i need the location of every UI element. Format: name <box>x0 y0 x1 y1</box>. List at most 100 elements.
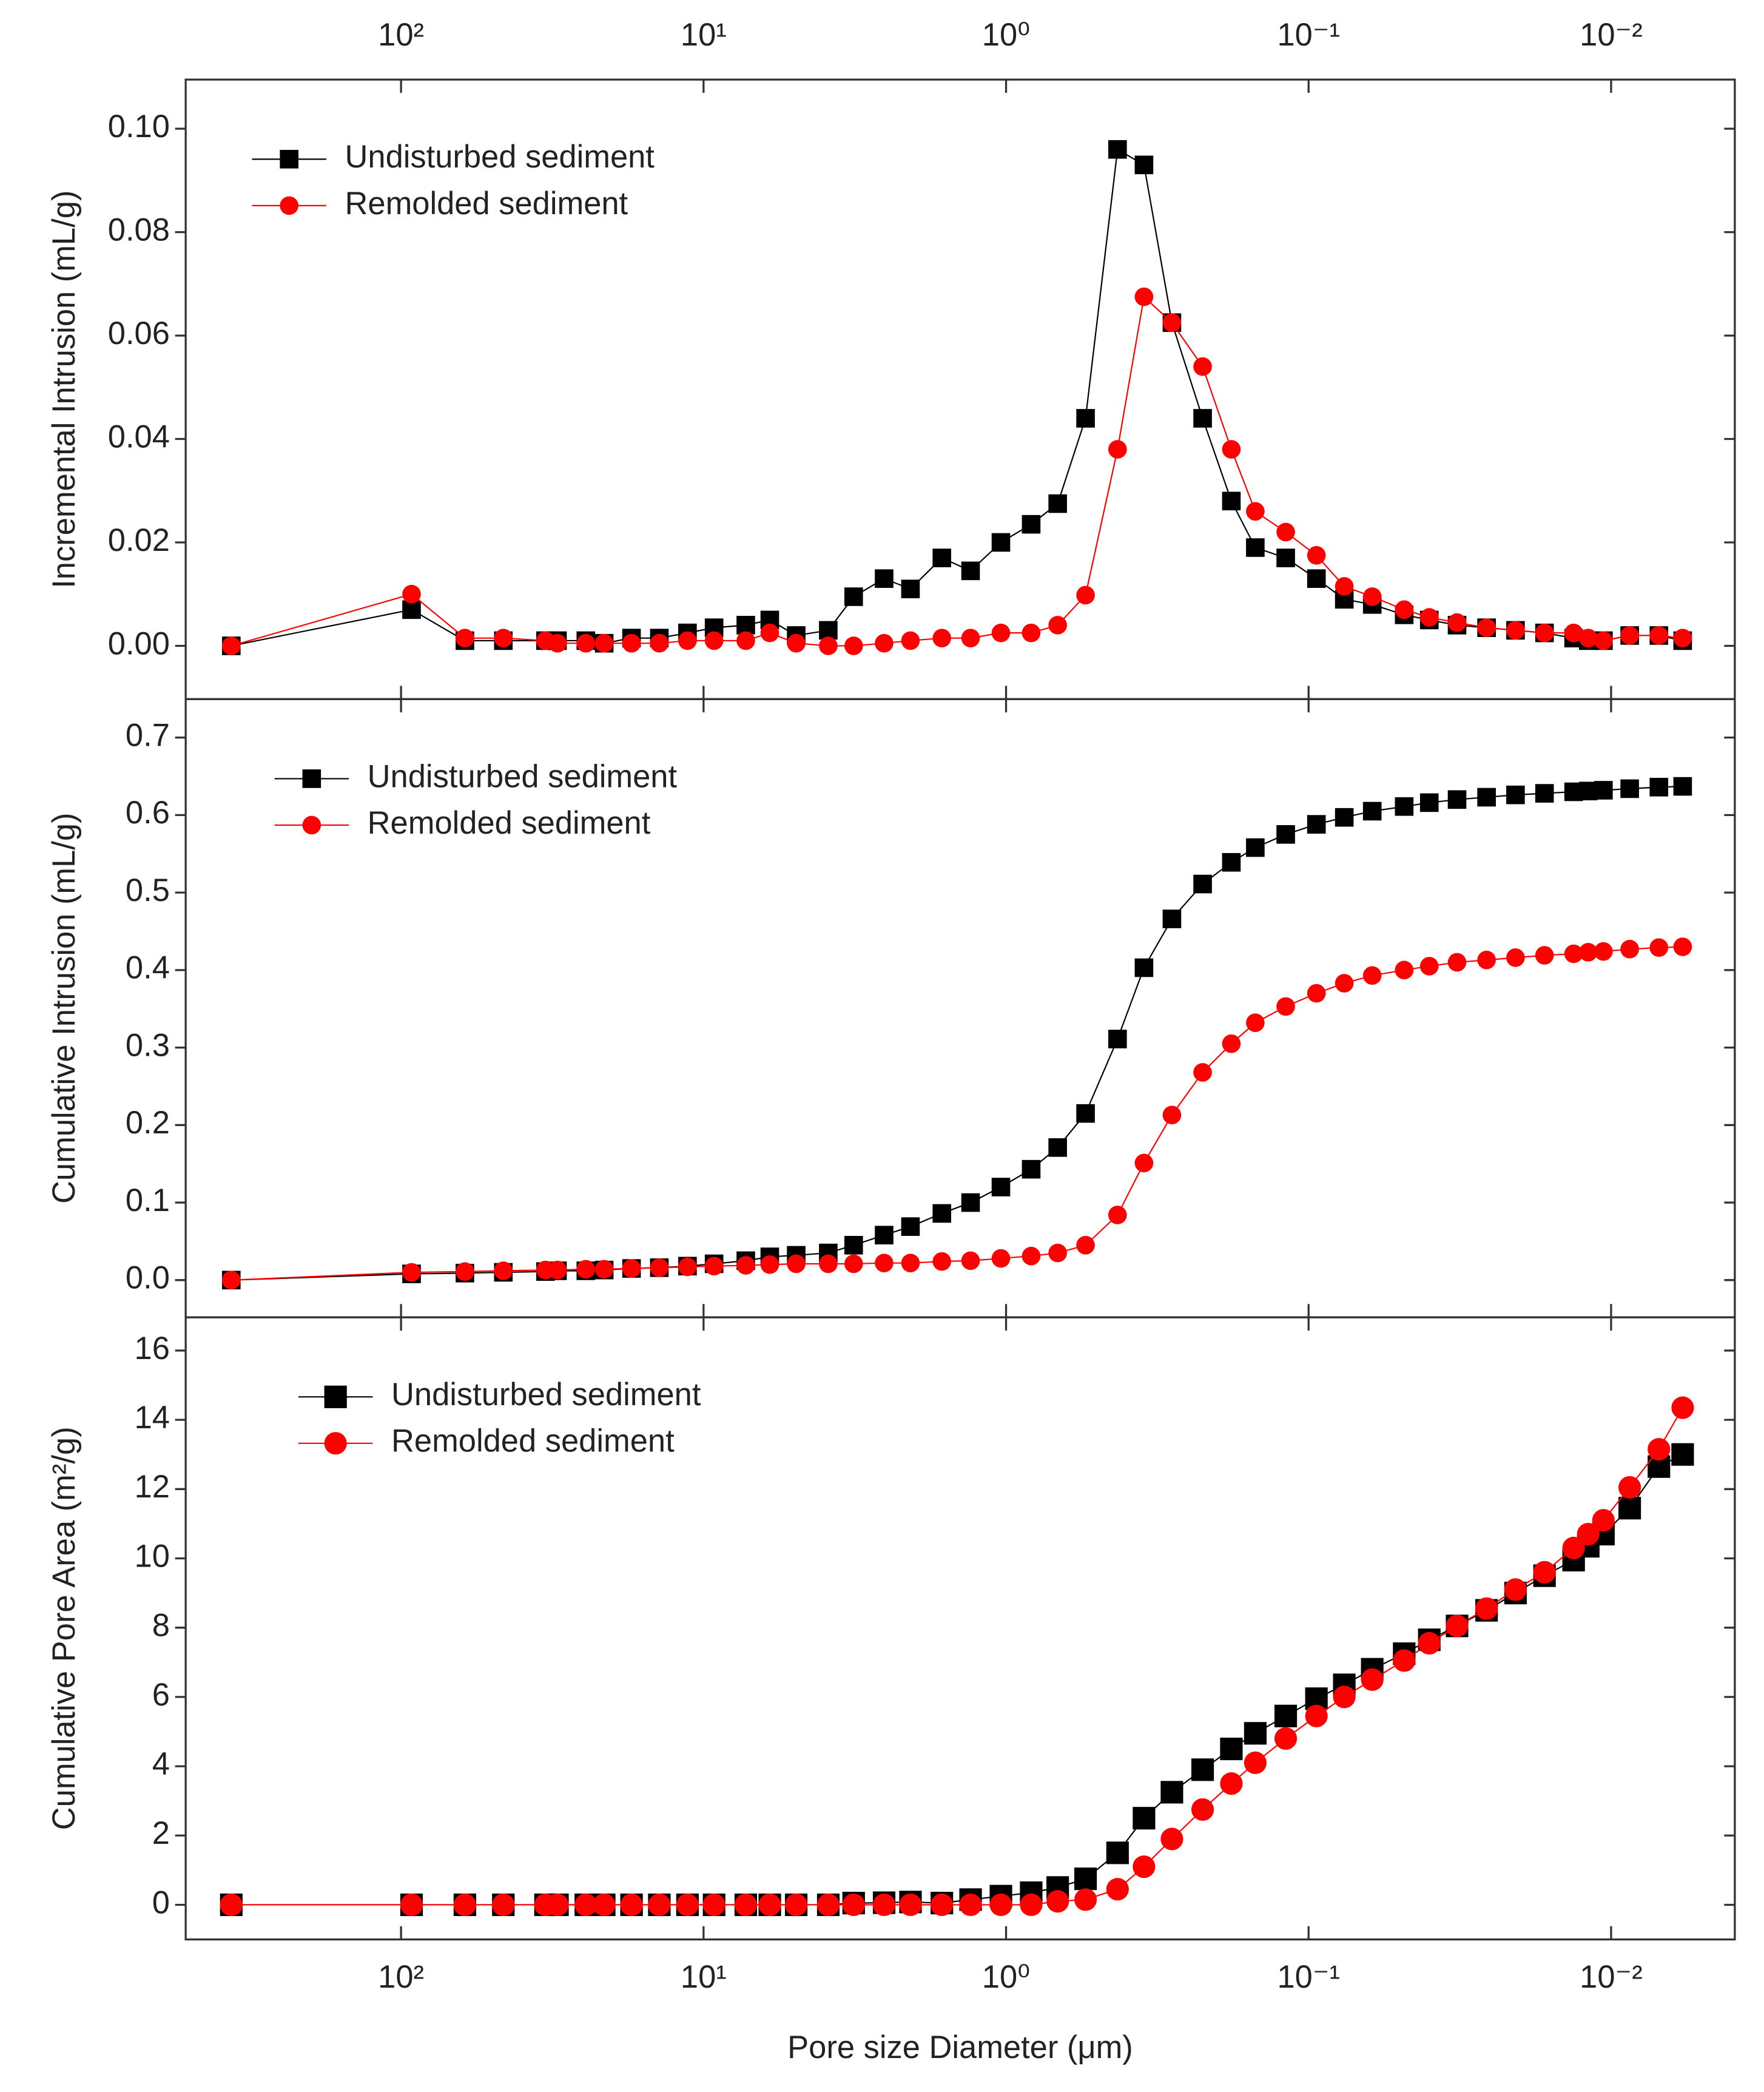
marker <box>1133 1807 1156 1830</box>
marker <box>1362 966 1382 985</box>
marker <box>1649 938 1669 957</box>
marker <box>819 1254 838 1274</box>
marker <box>1419 793 1439 812</box>
marker <box>1220 1737 1243 1761</box>
marker <box>1673 777 1692 796</box>
marker <box>1333 1685 1356 1709</box>
marker <box>1477 788 1496 807</box>
y-tick-label: 10 <box>135 1539 170 1574</box>
marker <box>1222 852 1241 872</box>
y-tick-label: 0.0 <box>126 1261 170 1296</box>
marker <box>1447 790 1467 809</box>
marker <box>1220 1772 1243 1795</box>
marker <box>1022 515 1041 534</box>
marker <box>1620 779 1639 798</box>
marker <box>702 1893 725 1917</box>
legend-marker <box>324 1432 347 1455</box>
marker <box>1276 825 1295 844</box>
marker <box>402 600 421 619</box>
marker <box>842 1893 865 1917</box>
y-tick-label: 16 <box>135 1331 170 1366</box>
marker <box>1618 1497 1641 1520</box>
marker <box>1020 1893 1043 1917</box>
x-tick-label-top: 10⁰ <box>982 18 1030 53</box>
marker <box>1592 1509 1615 1532</box>
marker <box>736 1256 755 1275</box>
marker <box>622 633 641 653</box>
marker <box>1274 1727 1298 1750</box>
legend-marker <box>302 815 321 835</box>
marker <box>1022 1246 1041 1266</box>
marker <box>1222 1034 1241 1053</box>
marker <box>594 633 614 653</box>
x-tick-label-top: 10² <box>378 18 424 53</box>
marker <box>1160 1781 1183 1804</box>
marker <box>959 1893 982 1917</box>
marker <box>875 633 894 653</box>
x-tick-label-top: 10¹ <box>681 18 727 53</box>
marker <box>453 1893 476 1917</box>
legend-marker <box>280 150 298 169</box>
marker <box>736 616 755 635</box>
marker <box>678 631 697 650</box>
marker <box>1506 621 1525 640</box>
marker <box>1535 623 1554 643</box>
marker <box>1106 1841 1129 1864</box>
marker <box>875 1254 894 1273</box>
marker <box>961 561 980 581</box>
marker <box>901 579 920 599</box>
marker <box>1361 1668 1384 1691</box>
marker <box>1244 1751 1267 1774</box>
marker <box>1076 409 1095 428</box>
marker <box>961 1193 980 1212</box>
marker <box>1048 1243 1067 1263</box>
marker <box>1274 1704 1298 1727</box>
marker <box>1191 1758 1214 1781</box>
marker <box>1506 785 1525 805</box>
marker <box>221 636 241 655</box>
marker <box>1106 1878 1129 1901</box>
marker <box>1048 616 1067 635</box>
marker <box>548 633 567 653</box>
marker <box>1193 409 1212 428</box>
legend-label: Remolded sediment <box>368 806 651 841</box>
marker <box>932 548 952 567</box>
marker <box>844 587 863 606</box>
x-tick-label-top: 10⁻² <box>1580 18 1643 53</box>
marker <box>1305 1704 1328 1727</box>
y-axis-label: Cumulative Intrusion (mL/g) <box>47 812 82 1203</box>
marker <box>400 1893 423 1917</box>
marker <box>1620 940 1639 959</box>
y-tick-label: 8 <box>152 1608 170 1644</box>
marker <box>1276 548 1295 567</box>
series-line <box>231 1454 1683 1906</box>
marker <box>961 1251 980 1270</box>
marker <box>1160 1827 1183 1851</box>
marker <box>734 1893 758 1917</box>
marker <box>1193 357 1212 376</box>
series-line <box>231 946 1683 1281</box>
marker <box>760 1255 779 1274</box>
marker <box>844 1236 863 1255</box>
y-tick-label: 14 <box>135 1400 170 1436</box>
y-tick-label: 0.7 <box>126 718 170 753</box>
marker <box>1046 1890 1069 1913</box>
marker <box>1671 1443 1694 1466</box>
marker <box>622 1259 641 1278</box>
marker <box>1162 909 1182 928</box>
marker <box>1307 815 1326 834</box>
marker <box>1022 1159 1041 1179</box>
marker <box>650 633 669 653</box>
marker <box>1447 953 1467 972</box>
marker <box>1222 491 1241 511</box>
marker <box>819 636 838 655</box>
marker <box>1673 937 1692 956</box>
marker <box>1535 946 1554 965</box>
marker <box>901 1217 920 1236</box>
y-tick-label: 4 <box>152 1747 170 1782</box>
marker <box>1246 1013 1265 1033</box>
marker <box>1076 1104 1095 1123</box>
marker <box>1620 626 1639 645</box>
